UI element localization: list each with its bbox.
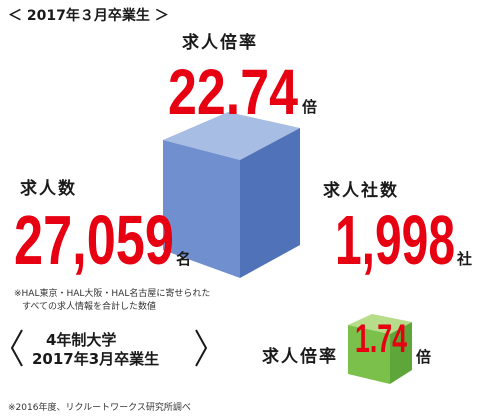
comparison-ratio-label: 求人倍率 (262, 346, 338, 367)
header-title: ＜ 2017年３月卒業生 ＞ (8, 7, 169, 24)
comparison-title: 2017年3月卒業生 (32, 350, 159, 368)
blue-cube (163, 112, 300, 278)
comparison-ratio-unit: 倍 (416, 348, 431, 366)
ratio-unit: 倍 (302, 98, 317, 116)
companies-label: 求人社数 (323, 180, 399, 201)
bracket-right (195, 329, 208, 367)
green-cube (348, 314, 412, 384)
comparison-title: 4年制大学 (46, 331, 116, 349)
note-line: すべての求人情報を合計した数値 (22, 300, 156, 312)
companies-unit: 社 (456, 250, 472, 268)
applicants-value: 27,059 (14, 201, 174, 279)
source: ※2016年度、リクルートワークス研究所調べ (8, 401, 191, 413)
companies-value: 1,998 (335, 201, 455, 279)
applicants-label: 求人数 (20, 178, 77, 199)
ratio-value: 22.74 (168, 56, 298, 128)
applicants-unit: 名 (176, 250, 191, 268)
ratio-label: 求人倍率 (182, 32, 258, 53)
comparison-ratio-value: 1.74 (355, 317, 407, 361)
bracket-left (10, 329, 23, 367)
note-line: ※HAL東京・HAL大阪・HAL名古屋に寄せられた (14, 287, 210, 299)
